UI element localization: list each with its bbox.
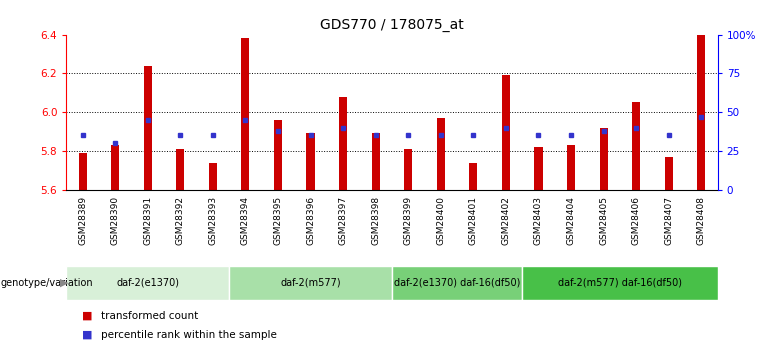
Bar xyxy=(209,162,217,190)
Text: GSM28394: GSM28394 xyxy=(241,196,250,245)
Text: genotype/variation: genotype/variation xyxy=(1,278,94,288)
Bar xyxy=(470,162,477,190)
Text: daf-2(m577) daf-16(df50): daf-2(m577) daf-16(df50) xyxy=(558,278,682,288)
Text: GSM28403: GSM28403 xyxy=(534,196,543,245)
Title: GDS770 / 178075_at: GDS770 / 178075_at xyxy=(320,18,464,32)
Text: GSM28400: GSM28400 xyxy=(436,196,445,245)
Text: ■: ■ xyxy=(82,330,92,339)
Text: GSM28399: GSM28399 xyxy=(404,196,413,245)
Bar xyxy=(79,153,87,190)
Text: GSM28392: GSM28392 xyxy=(176,196,185,245)
Bar xyxy=(307,134,314,190)
Bar xyxy=(632,102,640,190)
Text: GSM28397: GSM28397 xyxy=(339,196,348,245)
Bar xyxy=(392,266,522,300)
Text: GSM28402: GSM28402 xyxy=(502,196,510,245)
Text: GSM28389: GSM28389 xyxy=(78,196,87,245)
Bar xyxy=(534,147,543,190)
Text: GSM28404: GSM28404 xyxy=(566,196,576,245)
Bar xyxy=(111,145,119,190)
Text: daf-2(e1370): daf-2(e1370) xyxy=(116,278,179,288)
Text: GSM28408: GSM28408 xyxy=(697,196,706,245)
Bar xyxy=(176,149,184,190)
Bar xyxy=(697,34,705,190)
Text: GSM28406: GSM28406 xyxy=(632,196,640,245)
Text: GSM28393: GSM28393 xyxy=(208,196,218,245)
Text: daf-2(e1370) daf-16(df50): daf-2(e1370) daf-16(df50) xyxy=(394,278,520,288)
Bar xyxy=(437,118,445,190)
Bar xyxy=(502,75,510,190)
Text: GSM28395: GSM28395 xyxy=(274,196,282,245)
Text: daf-2(m577): daf-2(m577) xyxy=(280,278,341,288)
Bar xyxy=(665,157,673,190)
Text: GSM28390: GSM28390 xyxy=(111,196,119,245)
Bar xyxy=(241,38,250,190)
Bar xyxy=(522,266,718,300)
Bar xyxy=(567,145,575,190)
Text: GSM28401: GSM28401 xyxy=(469,196,478,245)
Bar xyxy=(229,266,392,300)
Text: ■: ■ xyxy=(82,311,92,321)
Bar xyxy=(144,66,152,190)
Bar xyxy=(404,149,413,190)
Text: percentile rank within the sample: percentile rank within the sample xyxy=(101,330,277,339)
Text: transformed count: transformed count xyxy=(101,311,199,321)
Bar xyxy=(600,128,608,190)
Text: GSM28391: GSM28391 xyxy=(144,196,152,245)
Bar xyxy=(66,266,229,300)
Text: GSM28405: GSM28405 xyxy=(599,196,608,245)
Bar xyxy=(274,120,282,190)
Text: GSM28396: GSM28396 xyxy=(306,196,315,245)
Text: GSM28407: GSM28407 xyxy=(665,196,673,245)
Bar xyxy=(339,97,347,190)
Text: GSM28398: GSM28398 xyxy=(371,196,380,245)
Text: ▶: ▶ xyxy=(60,278,68,288)
Bar xyxy=(371,134,380,190)
